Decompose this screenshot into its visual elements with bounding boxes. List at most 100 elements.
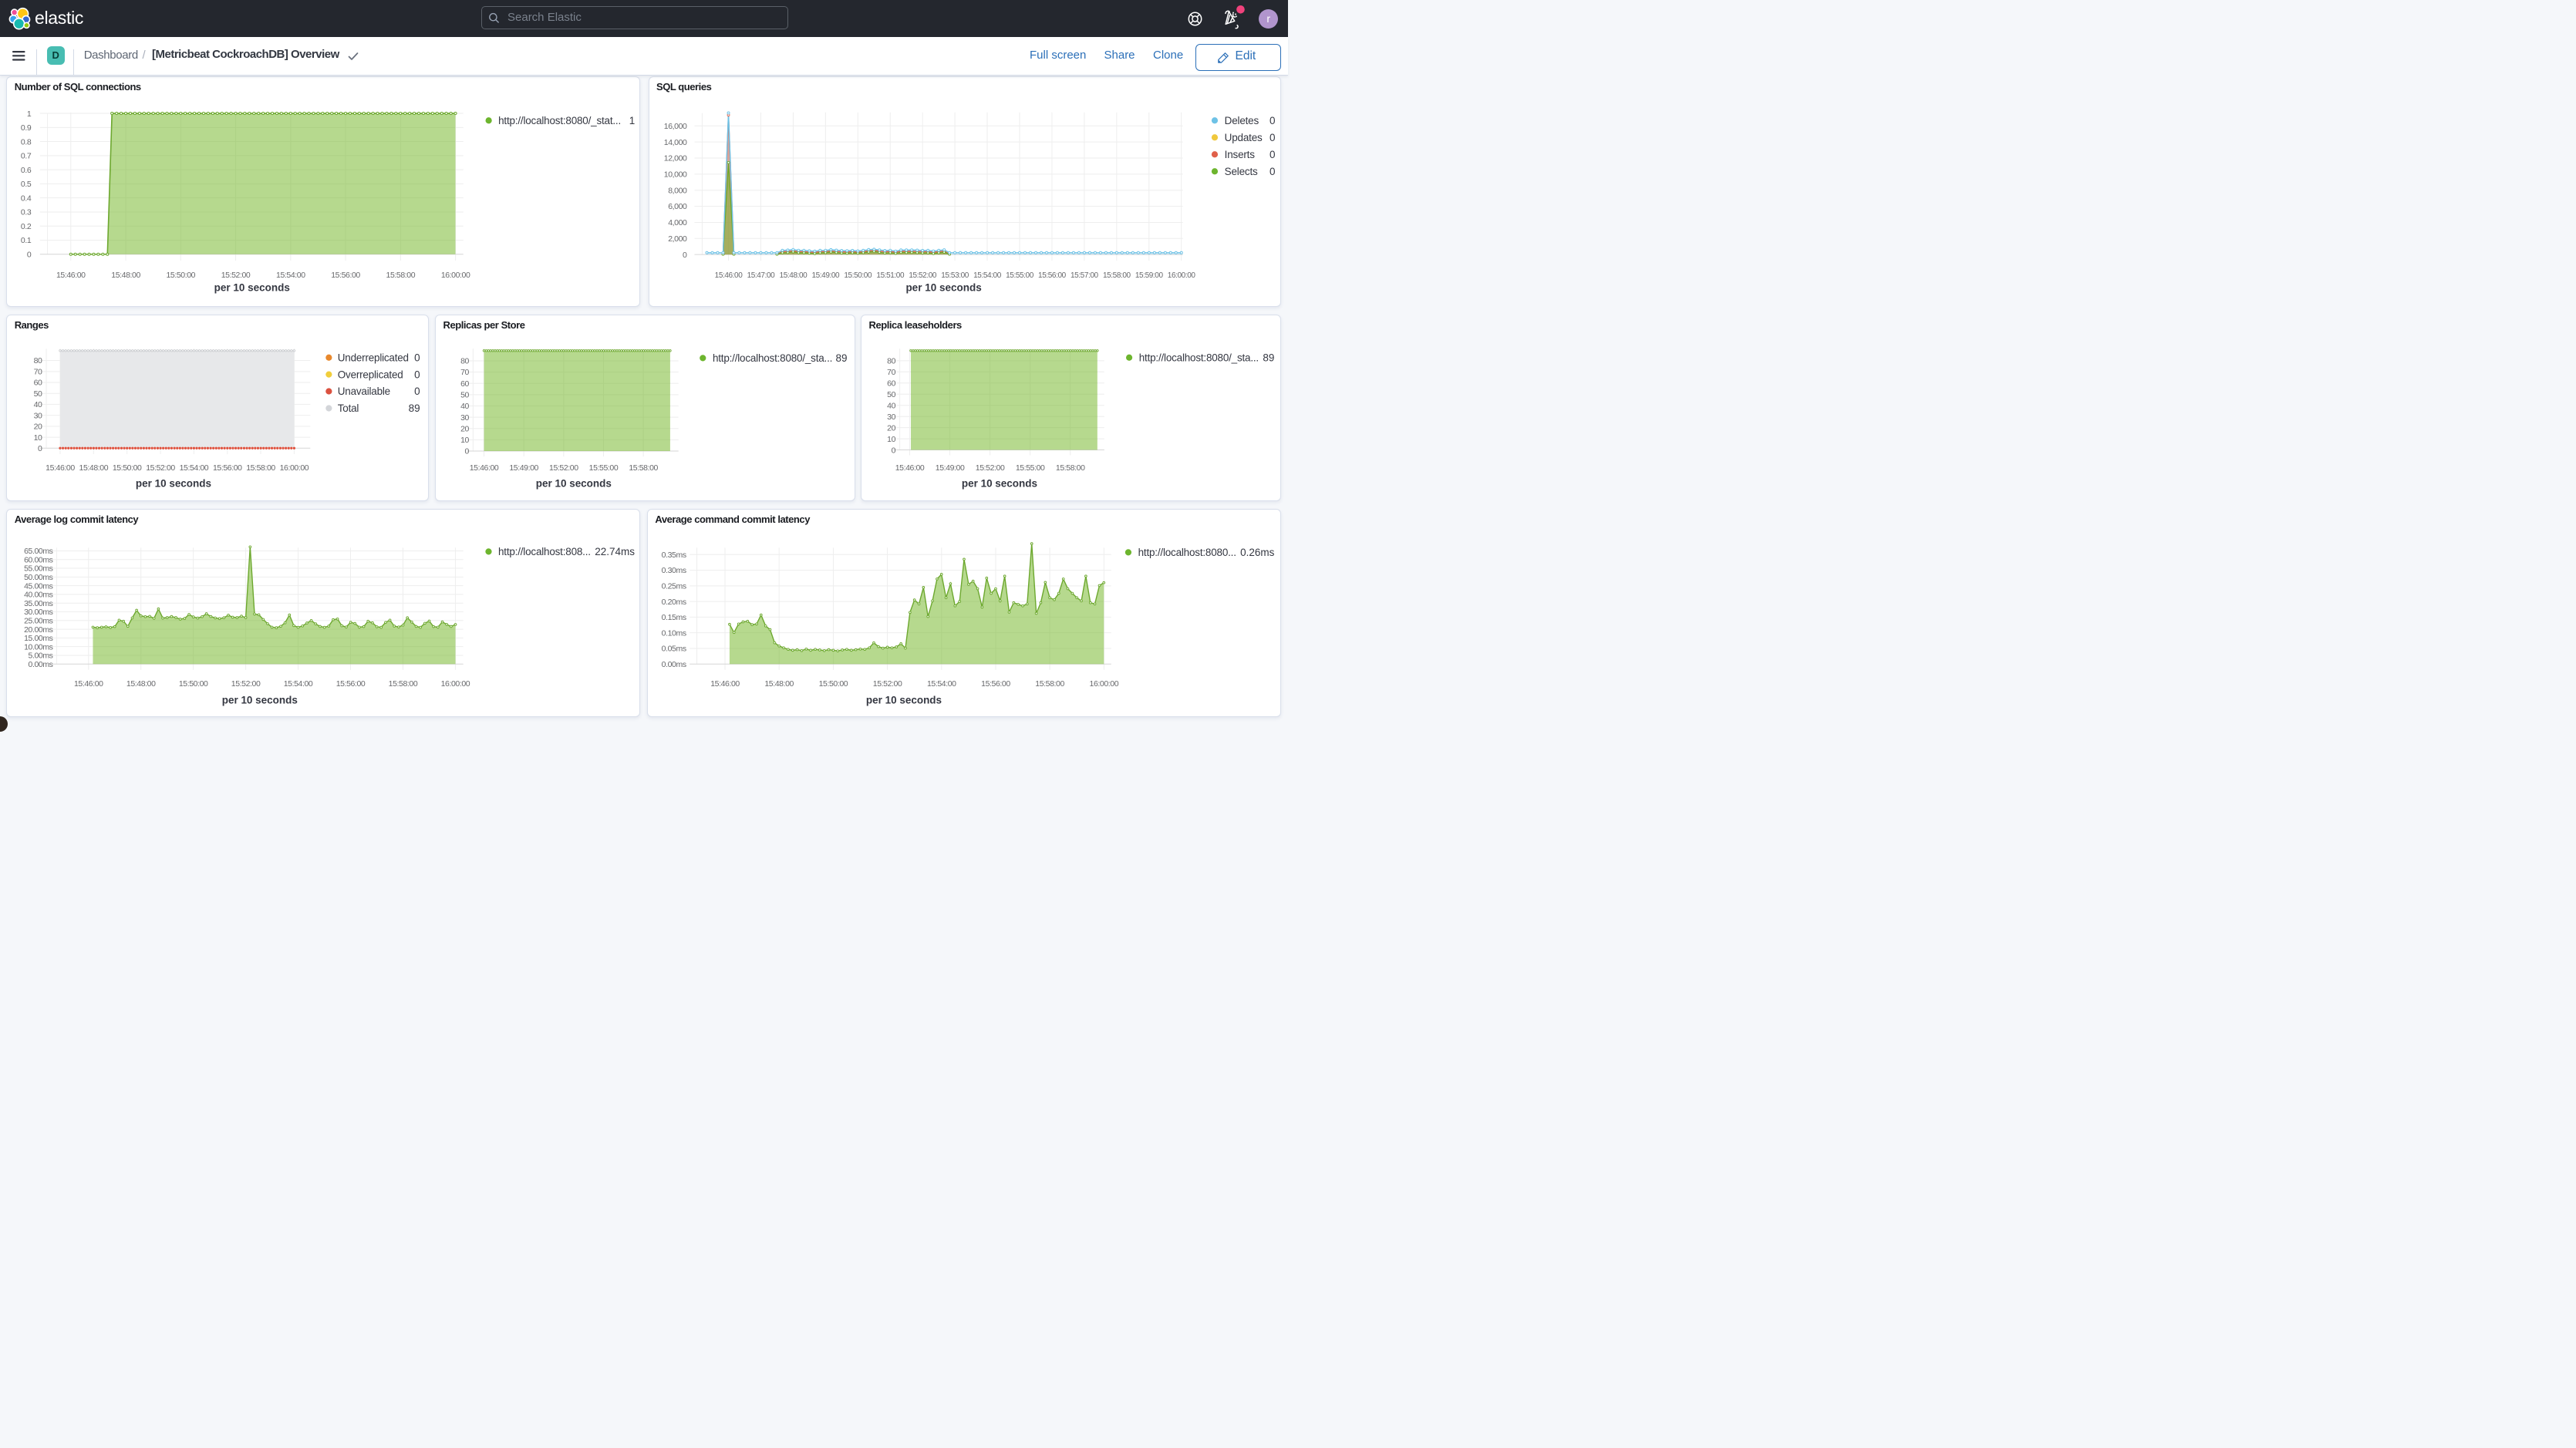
svg-text:89: 89 bbox=[836, 352, 848, 364]
svg-text:per 10 seconds: per 10 seconds bbox=[962, 478, 1037, 490]
svg-text:15:48:00: 15:48:00 bbox=[764, 680, 794, 689]
svg-text:15:58:00: 15:58:00 bbox=[1056, 464, 1085, 473]
svg-text:70: 70 bbox=[34, 368, 42, 376]
svg-text:80: 80 bbox=[887, 357, 895, 365]
svg-text:15:46:00: 15:46:00 bbox=[895, 464, 925, 473]
svg-text:0.25ms: 0.25ms bbox=[662, 582, 686, 591]
svg-text:40: 40 bbox=[460, 402, 469, 411]
svg-text:0.9: 0.9 bbox=[21, 123, 32, 132]
svg-text:15:52:00: 15:52:00 bbox=[909, 271, 937, 279]
svg-text:15:52:00: 15:52:00 bbox=[873, 680, 902, 689]
svg-text:15:54:00: 15:54:00 bbox=[276, 271, 305, 279]
svg-text:30: 30 bbox=[460, 414, 469, 423]
svg-text:1: 1 bbox=[629, 114, 636, 126]
svg-text:50: 50 bbox=[887, 391, 895, 399]
svg-text:15:48:00: 15:48:00 bbox=[779, 271, 808, 279]
svg-text:20: 20 bbox=[887, 424, 895, 433]
svg-text:0.20ms: 0.20ms bbox=[662, 598, 686, 606]
svg-text:80: 80 bbox=[34, 357, 42, 365]
svg-text:2,000: 2,000 bbox=[668, 234, 687, 243]
svg-text:15:57:00: 15:57:00 bbox=[1070, 271, 1098, 279]
svg-text:15:58:00: 15:58:00 bbox=[386, 271, 416, 279]
svg-text:15:46:00: 15:46:00 bbox=[46, 464, 75, 473]
svg-text:15:46:00: 15:46:00 bbox=[710, 680, 740, 689]
svg-text:Underreplicated: Underreplicated bbox=[338, 352, 409, 363]
svg-text:89: 89 bbox=[1263, 352, 1274, 363]
svg-text:12,000: 12,000 bbox=[663, 153, 686, 163]
svg-text:15:56:00: 15:56:00 bbox=[1038, 271, 1067, 279]
svg-text:0: 0 bbox=[683, 250, 687, 259]
svg-text:per 10 seconds: per 10 seconds bbox=[214, 281, 290, 293]
svg-text:15:55:00: 15:55:00 bbox=[1016, 464, 1045, 473]
svg-text:0: 0 bbox=[892, 446, 896, 455]
svg-text:http://localhost:8080...: http://localhost:8080... bbox=[1138, 547, 1236, 558]
svg-text:per 10 seconds: per 10 seconds bbox=[536, 478, 612, 490]
svg-text:0: 0 bbox=[27, 251, 32, 259]
svg-text:0.05ms: 0.05ms bbox=[662, 645, 686, 653]
svg-text:30: 30 bbox=[887, 413, 895, 422]
svg-text:15:52:00: 15:52:00 bbox=[976, 464, 1005, 473]
svg-text:0.30ms: 0.30ms bbox=[662, 567, 686, 575]
svg-text:15:56:00: 15:56:00 bbox=[213, 464, 242, 473]
svg-text:15:49:00: 15:49:00 bbox=[811, 271, 840, 279]
svg-text:15:58:00: 15:58:00 bbox=[389, 680, 418, 689]
svg-text:15:52:00: 15:52:00 bbox=[146, 464, 175, 473]
svg-text:50: 50 bbox=[34, 390, 42, 399]
svg-text:5.00ms: 5.00ms bbox=[29, 652, 53, 660]
svg-text:65.00ms: 65.00ms bbox=[24, 547, 53, 556]
svg-text:15:56:00: 15:56:00 bbox=[981, 680, 1010, 689]
svg-text:Updates: Updates bbox=[1224, 131, 1262, 143]
svg-text:10.00ms: 10.00ms bbox=[24, 643, 53, 652]
svg-text:0: 0 bbox=[414, 386, 420, 397]
svg-text:60: 60 bbox=[34, 379, 42, 388]
svg-text:15:47:00: 15:47:00 bbox=[747, 271, 775, 279]
svg-text:0: 0 bbox=[465, 448, 470, 456]
svg-text:70: 70 bbox=[887, 369, 895, 377]
svg-text:15:46:00: 15:46:00 bbox=[714, 271, 743, 279]
svg-text:0.10ms: 0.10ms bbox=[662, 629, 686, 638]
svg-text:15:46:00: 15:46:00 bbox=[74, 680, 103, 689]
svg-text:0.1: 0.1 bbox=[21, 237, 32, 245]
svg-text:0: 0 bbox=[38, 445, 42, 453]
svg-text:35.00ms: 35.00ms bbox=[24, 600, 53, 608]
svg-text:15:49:00: 15:49:00 bbox=[936, 464, 965, 473]
svg-text:30: 30 bbox=[34, 412, 42, 420]
svg-text:15:58:00: 15:58:00 bbox=[1035, 680, 1064, 689]
svg-text:15:54:00: 15:54:00 bbox=[973, 271, 1002, 279]
svg-text:40: 40 bbox=[887, 402, 895, 410]
svg-text:0.7: 0.7 bbox=[21, 152, 32, 160]
svg-text:http://localhost:8080/_sta...: http://localhost:8080/_sta... bbox=[713, 352, 832, 364]
svg-text:15:52:00: 15:52:00 bbox=[549, 464, 578, 473]
svg-text:1: 1 bbox=[27, 109, 32, 118]
svg-text:16:00:00: 16:00:00 bbox=[441, 680, 470, 689]
svg-text:20.00ms: 20.00ms bbox=[24, 625, 53, 634]
svg-text:15:50:00: 15:50:00 bbox=[113, 464, 142, 473]
svg-text:0.5: 0.5 bbox=[21, 180, 32, 189]
svg-text:15:48:00: 15:48:00 bbox=[111, 271, 140, 279]
svg-text:Deletes: Deletes bbox=[1224, 114, 1259, 126]
svg-text:15:58:00: 15:58:00 bbox=[246, 464, 275, 473]
svg-text:15:48:00: 15:48:00 bbox=[79, 464, 109, 473]
svg-text:0.6: 0.6 bbox=[21, 166, 32, 174]
svg-text:20: 20 bbox=[460, 425, 469, 433]
svg-text:15.00ms: 15.00ms bbox=[24, 635, 53, 643]
svg-text:15:55:00: 15:55:00 bbox=[1006, 271, 1034, 279]
svg-text:0: 0 bbox=[414, 352, 420, 363]
svg-text:16:00:00: 16:00:00 bbox=[280, 464, 309, 473]
svg-text:Inserts: Inserts bbox=[1224, 148, 1255, 160]
svg-text:70: 70 bbox=[460, 369, 469, 377]
svg-text:60: 60 bbox=[887, 379, 895, 388]
svg-text:0.4: 0.4 bbox=[21, 194, 32, 203]
svg-text:45.00ms: 45.00ms bbox=[24, 582, 53, 591]
svg-text:15:52:00: 15:52:00 bbox=[231, 680, 261, 689]
svg-text:0: 0 bbox=[1269, 114, 1275, 126]
svg-text:0.8: 0.8 bbox=[21, 138, 32, 146]
svg-text:15:55:00: 15:55:00 bbox=[589, 464, 619, 473]
svg-text:15:58:00: 15:58:00 bbox=[629, 464, 658, 473]
svg-text:15:51:00: 15:51:00 bbox=[876, 271, 905, 279]
svg-text:15:46:00: 15:46:00 bbox=[56, 271, 86, 279]
svg-text:15:50:00: 15:50:00 bbox=[167, 271, 196, 279]
svg-text:15:54:00: 15:54:00 bbox=[927, 680, 956, 689]
svg-text:Overreplicated: Overreplicated bbox=[338, 369, 403, 380]
svg-text:15:54:00: 15:54:00 bbox=[180, 464, 209, 473]
